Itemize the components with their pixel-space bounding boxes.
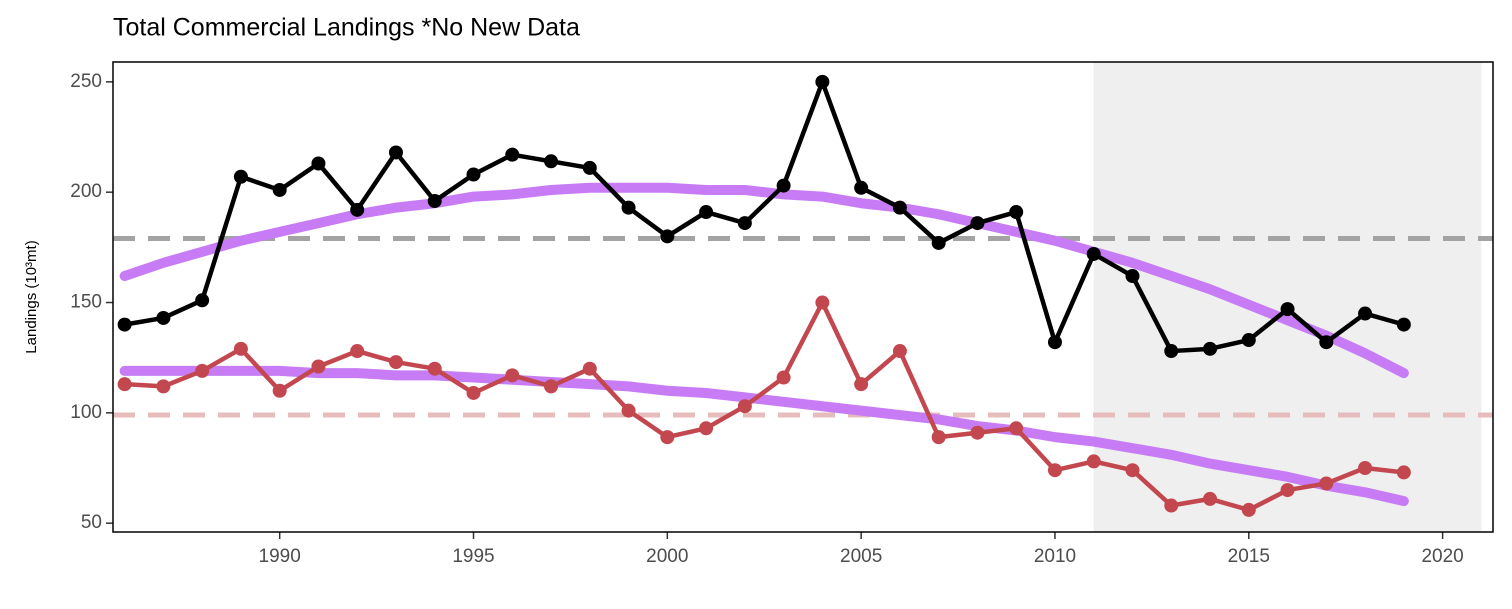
data-point	[621, 403, 636, 418]
y-tick-label: 250	[70, 71, 102, 92]
data-point	[1047, 463, 1062, 478]
trend-line	[119, 182, 1409, 379]
data-point	[1319, 476, 1334, 491]
data-point	[776, 370, 791, 385]
x-tick-label: 2020	[1421, 546, 1463, 567]
y-tick-label: 200	[70, 181, 102, 202]
data-point	[311, 156, 326, 171]
data-point	[1164, 344, 1179, 359]
data-point	[1047, 335, 1062, 350]
data-point	[892, 200, 907, 215]
data-point	[892, 344, 907, 359]
data-point	[931, 430, 946, 445]
data-point	[505, 368, 520, 383]
x-tick-label: 2015	[1228, 546, 1270, 567]
data-point	[195, 293, 210, 308]
series-line	[122, 79, 1407, 354]
x-tick-label: 2005	[840, 546, 882, 567]
data-point	[699, 421, 714, 436]
data-point	[1319, 335, 1334, 350]
data-point	[1203, 491, 1218, 506]
data-point	[1241, 502, 1256, 517]
data-point	[1280, 483, 1295, 498]
data-point	[1086, 454, 1101, 469]
trend-line	[119, 365, 1409, 507]
data-point	[505, 147, 520, 162]
data-point	[427, 194, 442, 209]
data-point	[156, 379, 171, 394]
data-point	[388, 145, 403, 160]
data-point	[815, 295, 830, 310]
x-tick-label: 1990	[259, 546, 301, 567]
data-point	[466, 167, 481, 182]
data-point	[1164, 498, 1179, 513]
data-point	[582, 160, 597, 175]
data-point	[311, 359, 326, 374]
data-point	[970, 216, 985, 231]
y-axis-label: Landings (10³mt)	[23, 240, 40, 353]
data-point	[1009, 205, 1024, 220]
data-point	[388, 355, 403, 370]
data-point	[815, 74, 830, 89]
data-point	[582, 361, 597, 376]
data-point	[931, 235, 946, 250]
shaded-region	[1093, 62, 1482, 532]
data-point	[272, 182, 287, 197]
x-tick-label: 2010	[1034, 546, 1076, 567]
data-point	[233, 341, 248, 356]
data-point	[117, 377, 132, 392]
data-point	[854, 180, 869, 195]
data-point	[1280, 302, 1295, 317]
data-point	[544, 154, 559, 169]
data-point	[544, 379, 559, 394]
data-point	[970, 425, 985, 440]
data-point	[195, 363, 210, 378]
data-point	[1125, 463, 1140, 478]
data-point	[737, 216, 752, 231]
data-point	[1358, 306, 1373, 321]
data-point	[350, 202, 365, 217]
x-tick-label: 1995	[452, 546, 494, 567]
data-point	[1241, 333, 1256, 348]
chart-title: Total Commercial Landings *No New Data	[113, 14, 580, 42]
data-point	[1358, 461, 1373, 476]
data-point	[156, 310, 171, 325]
data-point	[699, 205, 714, 220]
data-point	[1396, 317, 1411, 332]
data-point	[660, 229, 675, 244]
plot-frame	[112, 61, 1494, 533]
data-point	[854, 377, 869, 392]
data-point	[1203, 341, 1218, 356]
x-tick-label: 2000	[646, 546, 688, 567]
data-point	[737, 399, 752, 414]
data-point	[466, 385, 481, 400]
y-tick-label: 150	[70, 292, 102, 313]
data-point	[1009, 421, 1024, 436]
data-point	[776, 178, 791, 193]
data-point	[427, 361, 442, 376]
data-point	[233, 169, 248, 184]
data-point	[117, 317, 132, 332]
data-point	[272, 383, 287, 398]
data-point	[350, 344, 365, 359]
y-tick-label: 50	[81, 512, 102, 533]
series-line	[122, 300, 1407, 513]
data-point	[660, 430, 675, 445]
data-point	[1086, 246, 1101, 261]
data-point	[1125, 269, 1140, 284]
y-tick-label: 100	[70, 402, 102, 423]
data-point	[621, 200, 636, 215]
data-point	[1396, 465, 1411, 480]
